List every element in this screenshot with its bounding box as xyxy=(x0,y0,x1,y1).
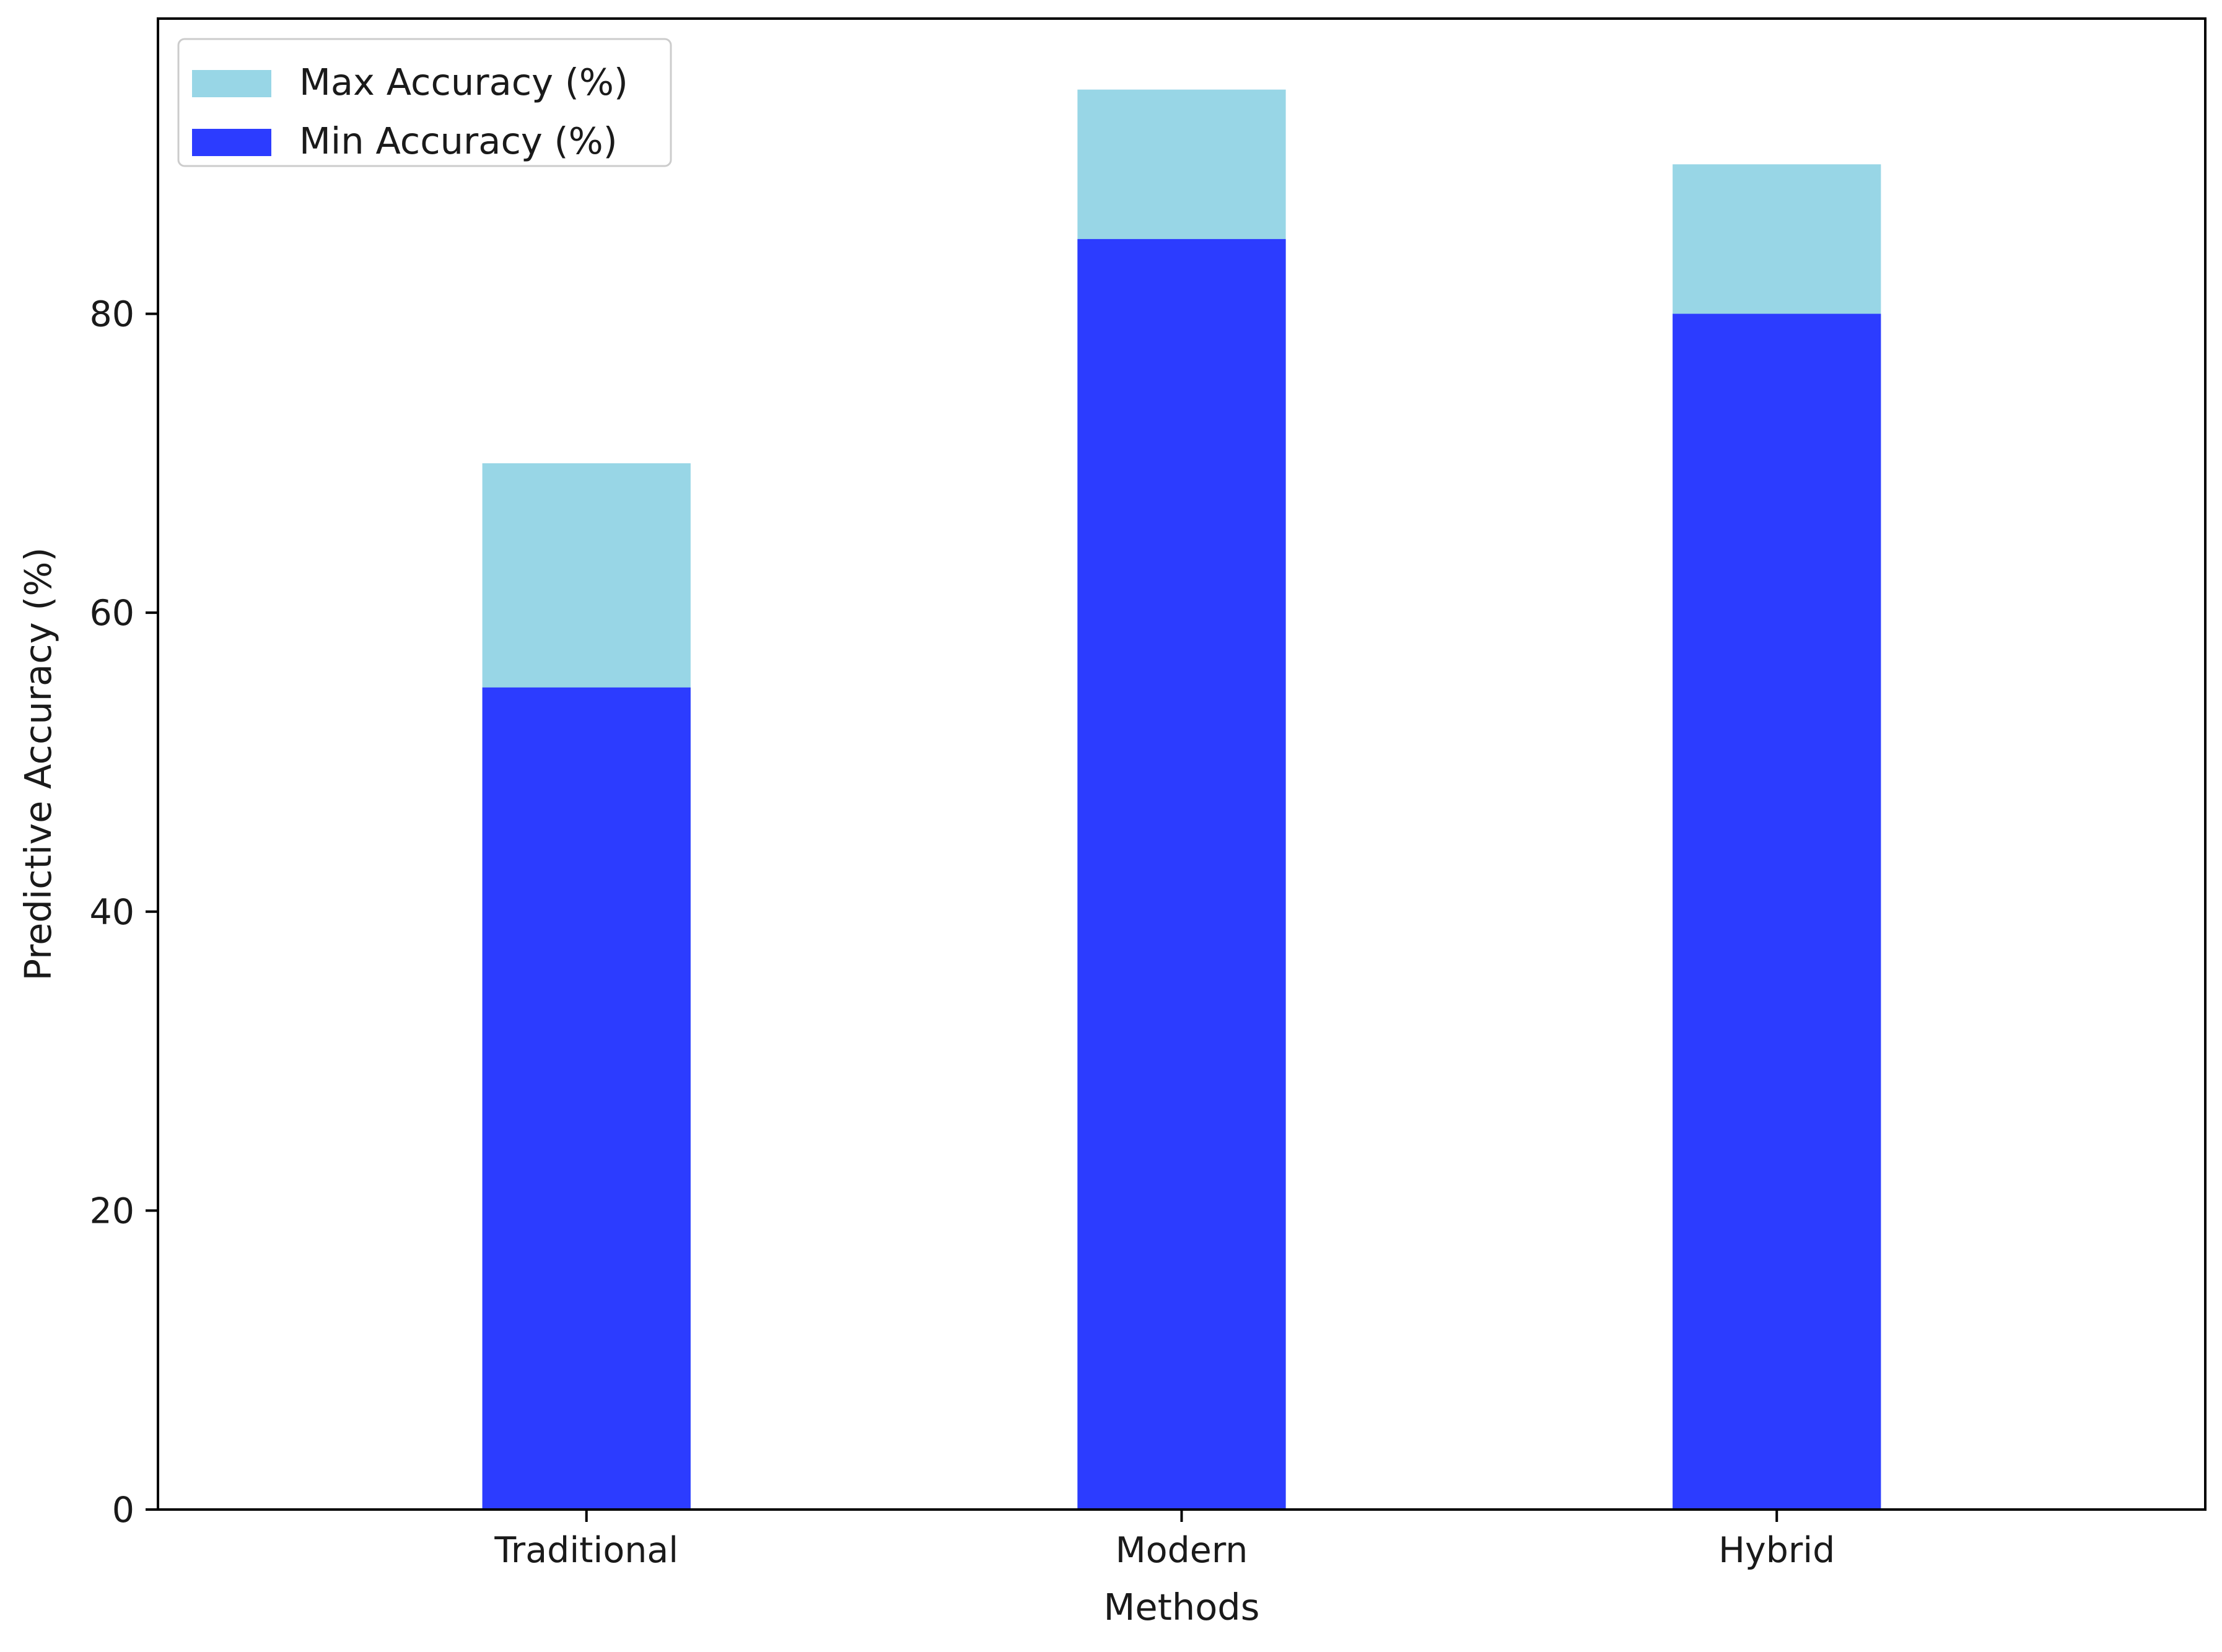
y-tick-label: 60 xyxy=(89,593,134,634)
legend-label-max: Max Accuracy (%) xyxy=(299,61,628,103)
x-axis: Traditional Modern Hybrid xyxy=(494,1510,1835,1571)
y-tick-label: 0 xyxy=(112,1490,134,1531)
legend-swatch-min xyxy=(192,129,271,156)
x-tick-label-hybrid: Hybrid xyxy=(1718,1530,1835,1571)
y-tick-label: 40 xyxy=(89,892,134,933)
y-axis: 0 20 40 60 80 xyxy=(89,294,158,1531)
y-tick-label: 20 xyxy=(89,1191,134,1231)
legend-label-min: Min Accuracy (%) xyxy=(299,120,618,162)
bars-group xyxy=(482,89,1881,1510)
y-axis-label: Predictive Accuracy (%) xyxy=(17,548,59,981)
x-tick-label-traditional: Traditional xyxy=(494,1530,678,1571)
bar-min-hybrid xyxy=(1673,313,1881,1510)
legend-box xyxy=(177,38,672,167)
legend: Max Accuracy (%) Min Accuracy (%) xyxy=(177,38,672,167)
bar-min-traditional xyxy=(482,687,691,1510)
bar-min-modern xyxy=(1077,238,1286,1510)
x-tick-label-modern: Modern xyxy=(1116,1530,1248,1571)
legend-swatch-max xyxy=(192,70,271,97)
y-tick-label: 80 xyxy=(89,294,134,335)
x-axis-label: Methods xyxy=(1103,1586,1259,1628)
plot-frame xyxy=(157,17,2207,1511)
